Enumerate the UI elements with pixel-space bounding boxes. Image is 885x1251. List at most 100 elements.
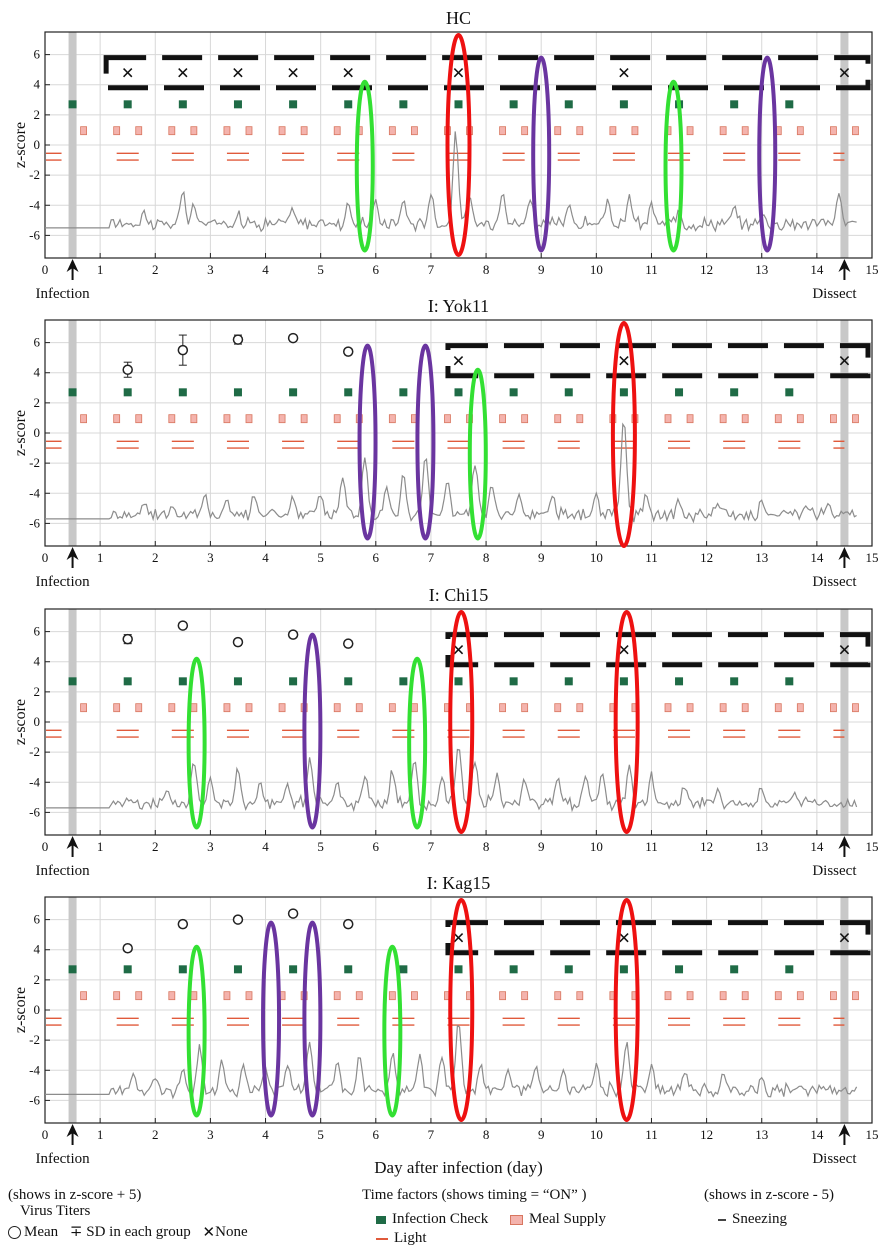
meal-mark xyxy=(223,991,231,1001)
x-tick-label: 10 xyxy=(590,839,603,854)
y-tick-label: 0 xyxy=(34,425,41,440)
x-tick-label: 13 xyxy=(755,1127,768,1142)
x-tick-label: 14 xyxy=(810,262,824,277)
meal-mark xyxy=(388,703,396,713)
meal-mark xyxy=(830,991,837,1001)
infection-label: Infection xyxy=(35,863,90,879)
x-tick-label: 0 xyxy=(42,262,49,277)
infection-check-mark xyxy=(619,677,628,686)
meal-mark xyxy=(719,414,727,424)
infection-check-icon xyxy=(376,1215,386,1224)
x-tick-label: 5 xyxy=(317,1127,324,1142)
titer-mean-point xyxy=(287,908,299,919)
none-marker: ✕ xyxy=(617,352,630,371)
x-tick-label: 5 xyxy=(317,839,324,854)
meal-mark xyxy=(135,414,143,424)
infection-arrow-icon xyxy=(66,836,79,849)
y-axis-label: z-score xyxy=(12,699,29,745)
x-tick-label: 3 xyxy=(207,550,214,565)
panel-title: HC xyxy=(446,8,471,28)
none-label: None xyxy=(215,1224,248,1240)
x-tick-label: 6 xyxy=(373,1127,380,1142)
meal-mark xyxy=(852,703,859,713)
infection-check-mark xyxy=(399,100,408,109)
green-marker-ellipse xyxy=(467,367,488,541)
x-tick-label: 11 xyxy=(645,1127,658,1142)
no-titer-dashed-box xyxy=(103,55,871,91)
meal-mark xyxy=(852,414,859,424)
dissect-band xyxy=(840,609,849,835)
meal-mark xyxy=(278,126,286,136)
x-tick-label: 0 xyxy=(42,839,49,854)
x-tick-label: 8 xyxy=(483,262,490,277)
titer-mean-point xyxy=(232,914,244,925)
x-tick-label: 8 xyxy=(483,839,490,854)
infection-check-mark xyxy=(178,965,187,974)
infection-label: Infection xyxy=(35,286,90,302)
sneezing-signal xyxy=(45,422,857,524)
x-tick-label: 7 xyxy=(428,1127,435,1142)
meal-mark xyxy=(830,703,837,713)
x-tick-label: 2 xyxy=(152,1127,159,1142)
meal-mark xyxy=(113,414,121,424)
x-tick-label: 15 xyxy=(866,550,879,565)
none-marker: ✕ xyxy=(838,64,851,83)
meal-mark xyxy=(576,991,584,1001)
meal-mark xyxy=(576,414,584,424)
meal-mark xyxy=(190,703,198,713)
x-tick-label: 7 xyxy=(428,839,435,854)
meal-mark xyxy=(333,703,341,713)
time-factors-title: Time factors (shows timing = “ON” ) xyxy=(362,1187,587,1203)
meal-mark xyxy=(830,414,837,424)
x-tick-label: 3 xyxy=(207,839,214,854)
dissect-label: Dissect xyxy=(812,286,857,302)
titer-mean-point xyxy=(232,636,244,648)
x-tick-label: 9 xyxy=(538,839,545,854)
meal-mark xyxy=(223,126,231,136)
meal-mark xyxy=(223,414,231,424)
none-marker: ✕ xyxy=(342,64,355,83)
none-marker: ✕ xyxy=(286,64,299,83)
titer-mean-point xyxy=(122,942,133,954)
y-tick-label: -2 xyxy=(29,167,40,182)
y-tick-label: -6 xyxy=(29,227,40,242)
y-tick-label: 4 xyxy=(34,654,41,669)
x-tick-label: 0 xyxy=(42,550,49,565)
x-tick-label: 1 xyxy=(97,839,104,854)
meal-mark xyxy=(410,126,418,136)
x-tick-label: 9 xyxy=(538,1127,545,1142)
none-marker: ✕ xyxy=(838,352,851,371)
infection-check-mark xyxy=(454,100,463,109)
titer-mean-point xyxy=(342,918,354,930)
meal-mark xyxy=(410,991,418,1001)
x-tick-label: 4 xyxy=(262,550,269,565)
sneezing-label: Sneezing xyxy=(732,1211,787,1227)
dissect-band xyxy=(840,32,849,258)
green-marker-ellipse xyxy=(354,79,375,253)
meal-mark xyxy=(168,991,176,1001)
infection-band xyxy=(68,609,77,835)
infection-check-mark xyxy=(564,965,573,974)
infection-check-mark xyxy=(233,965,242,974)
meal-mark xyxy=(741,414,749,424)
meal-mark xyxy=(741,703,749,713)
infection-check-mark xyxy=(68,677,77,686)
x-tick-label: 12 xyxy=(700,550,713,565)
x-tick-label: 4 xyxy=(262,839,269,854)
meal-mark xyxy=(388,991,396,1001)
titers-header: (shows in z-score + 5) xyxy=(8,1187,142,1203)
x-tick-label: 2 xyxy=(152,262,159,277)
purple-marker-ellipse xyxy=(302,632,323,830)
infection-check-mark xyxy=(233,677,242,686)
x-tick-label: 14 xyxy=(810,1127,824,1142)
y-tick-label: 2 xyxy=(34,395,41,410)
meal-mark xyxy=(521,703,529,713)
infection-band xyxy=(68,897,77,1123)
infection-check-mark xyxy=(178,100,187,109)
infection-check-mark xyxy=(730,965,739,974)
infection-check-mark xyxy=(675,388,684,397)
infection-label: Infection xyxy=(35,1151,90,1167)
meal-mark xyxy=(686,414,694,424)
y-tick-label: -6 xyxy=(29,1092,40,1107)
